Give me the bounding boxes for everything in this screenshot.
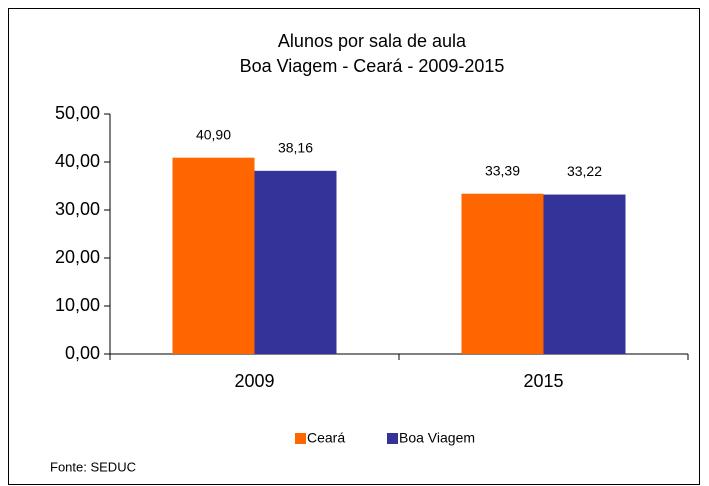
x-tick-label: 2015 (523, 371, 563, 391)
y-tick-label: 40,00 (55, 151, 100, 171)
bar (543, 194, 626, 354)
y-tick-label: 0,00 (65, 343, 100, 363)
value-label: 40,90 (196, 126, 231, 142)
x-tick-label: 2009 (234, 371, 274, 391)
y-tick-label: 50,00 (55, 103, 100, 123)
chart-subtitle: Boa Viagem - Ceará - 2009-2015 (240, 56, 505, 76)
bar (461, 193, 544, 354)
bar (172, 157, 255, 354)
value-label: 33,39 (485, 162, 520, 178)
y-tick-label: 30,00 (55, 199, 100, 219)
legend-label: Boa Viagem (399, 430, 475, 446)
value-label: 38,16 (278, 140, 313, 156)
chart-title: Alunos por sala de aula (278, 31, 467, 51)
y-tick-label: 10,00 (55, 295, 100, 315)
legend-swatch (387, 433, 398, 444)
y-tick-label: 20,00 (55, 247, 100, 267)
bar (254, 170, 337, 354)
legend-label: Ceará (307, 430, 345, 446)
value-label: 33,22 (567, 163, 602, 179)
source-note: Fonte: SEDUC (50, 459, 136, 474)
legend-swatch (295, 433, 306, 444)
